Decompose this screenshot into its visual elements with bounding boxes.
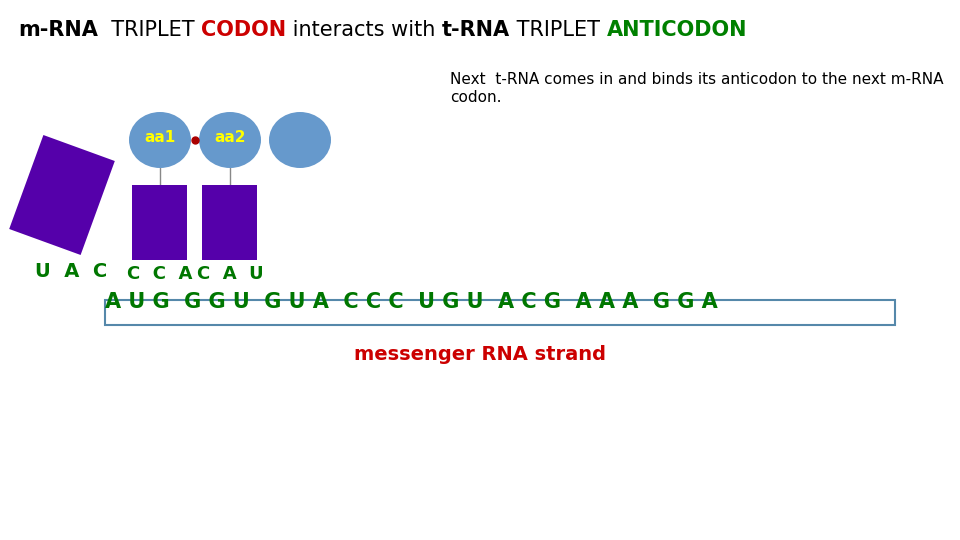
Text: TRIPLET: TRIPLET [98,20,202,40]
Text: TRIPLET: TRIPLET [511,20,607,40]
Text: interacts with: interacts with [286,20,443,40]
Text: Next  t-RNA comes in and binds its anticodon to the next m-RNA: Next t-RNA comes in and binds its antico… [450,72,944,87]
Ellipse shape [199,112,261,168]
Text: m-RNA: m-RNA [18,20,98,40]
Text: A U G  G G U  G U A  C C C  U G U  A C G  A A A  G G A: A U G G G U G U A C C C U G U A C G A A … [105,292,718,312]
Ellipse shape [129,112,191,168]
Text: codon.: codon. [450,90,501,105]
Polygon shape [10,135,115,255]
Text: C  C  A: C C A [128,265,193,283]
Text: U  A  C: U A C [35,262,108,281]
Bar [202,185,257,260]
Text: C  A  U: C A U [197,265,263,283]
Text: aa1: aa1 [144,131,176,145]
Text: t-RNA: t-RNA [443,20,511,40]
Text: CODON: CODON [202,20,286,40]
Bar [105,300,895,325]
Text: aa2: aa2 [214,131,246,145]
Text: messenger RNA strand: messenger RNA strand [354,345,606,364]
Bar [132,185,187,260]
Text: ANTICODON: ANTICODON [607,20,748,40]
Ellipse shape [269,112,331,168]
